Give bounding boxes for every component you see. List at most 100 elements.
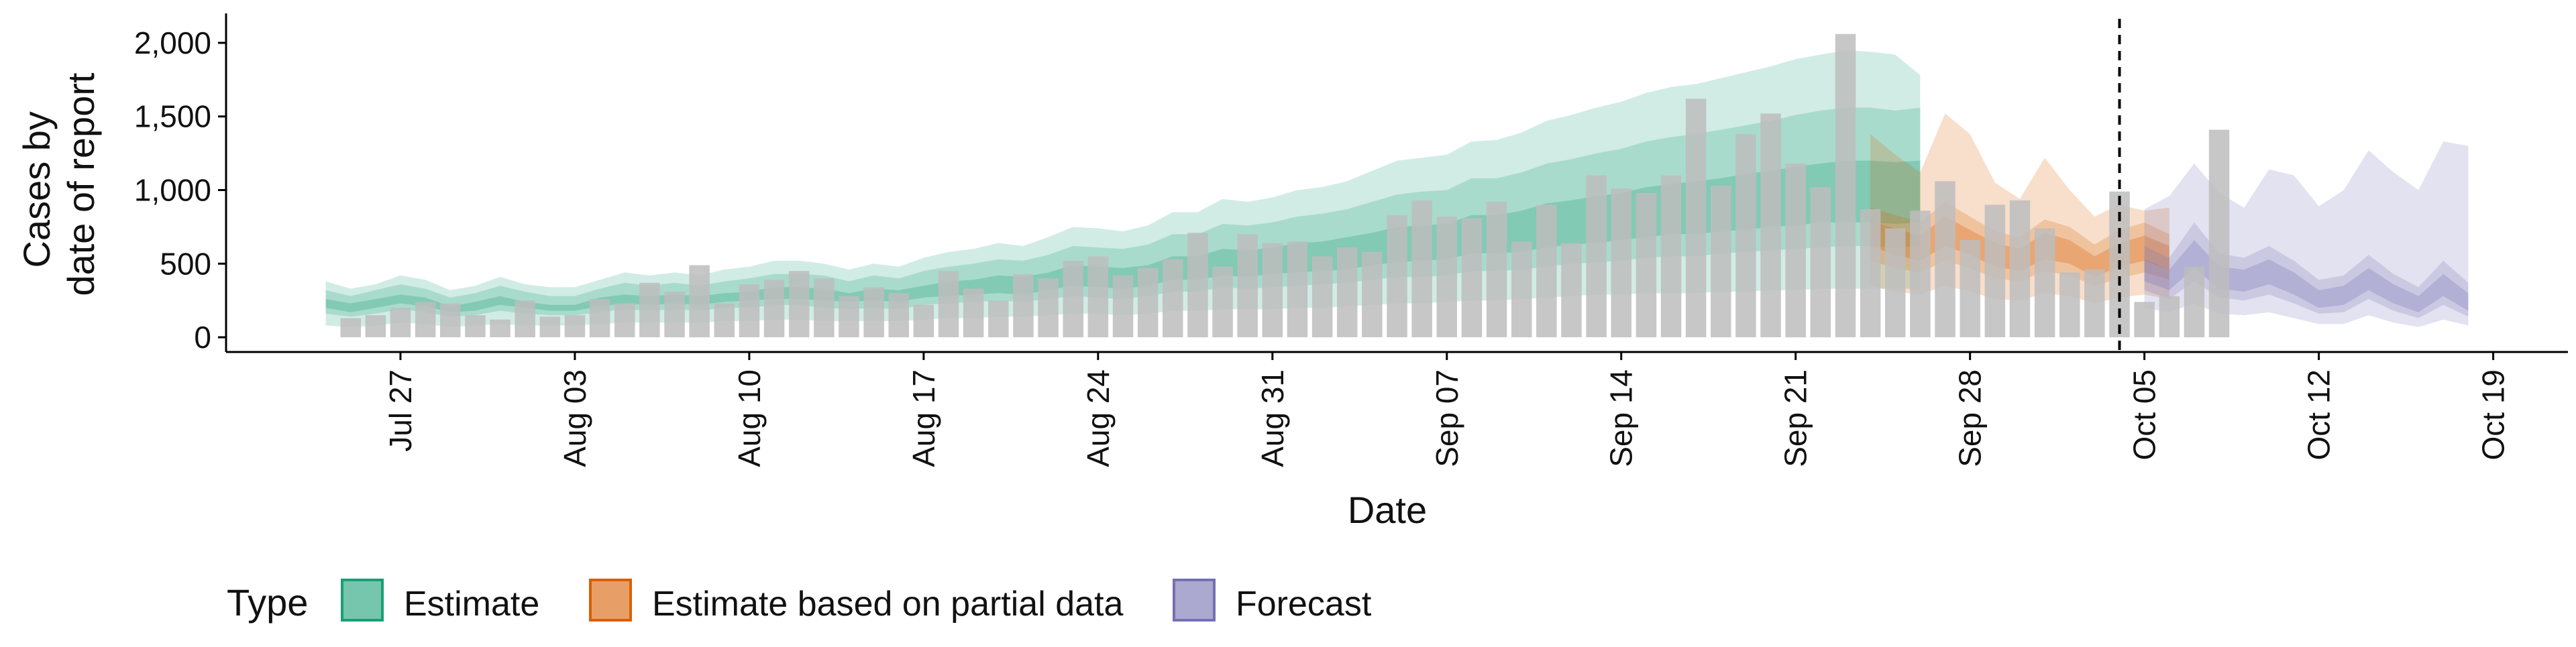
case-bar	[1984, 204, 2006, 337]
case-bar	[739, 284, 760, 337]
y-tick-label: 0	[194, 320, 211, 355]
case-bar	[789, 271, 810, 337]
x-tick-label: Sep 07	[1430, 369, 1464, 467]
case-bar	[1885, 228, 1906, 338]
y-axis-title-line-1: Cases by	[15, 111, 58, 268]
case-bar	[1660, 175, 1682, 337]
x-tick-label: Aug 10	[732, 369, 767, 467]
case-bar	[913, 304, 934, 337]
case-bar	[1212, 266, 1233, 338]
case-bar	[689, 265, 710, 338]
case-bar	[1112, 275, 1134, 337]
case-bar	[888, 293, 909, 338]
case-bar	[1287, 241, 1308, 337]
x-tick-label: Sep 28	[1953, 369, 1988, 467]
x-tick-label: Aug 31	[1255, 369, 1290, 467]
bar-layer	[340, 34, 2230, 338]
legend-swatch-forecast	[1173, 579, 1216, 622]
case-bar	[1536, 204, 1557, 337]
x-tick-label: Aug 03	[557, 369, 592, 467]
case-bar	[1311, 256, 1333, 338]
axes-layer	[225, 13, 2568, 353]
case-bar	[539, 316, 561, 337]
case-bar	[1486, 202, 1507, 337]
x-tick-label: Oct 19	[2476, 369, 2511, 461]
legend-label-estimate: Estimate	[404, 585, 539, 624]
case-bar	[1810, 187, 1831, 338]
case-bar	[1387, 215, 1407, 337]
case-bar	[1013, 274, 1034, 337]
case-bar	[1785, 164, 1806, 338]
case-bar	[664, 292, 685, 338]
case-bar	[1910, 211, 1931, 337]
y-axis-title: Cases by date of report	[15, 72, 102, 296]
case-bar	[639, 282, 660, 337]
case-bar	[1611, 188, 1631, 338]
case-bar	[1561, 243, 1582, 337]
case-bar	[1262, 243, 1283, 337]
case-bar	[614, 303, 635, 337]
x-tick-label: Sep 21	[1778, 369, 1813, 467]
case-bar	[1087, 256, 1109, 338]
case-bar	[440, 303, 461, 337]
case-bar	[340, 318, 361, 337]
case-bar	[1237, 234, 1258, 337]
case-bar	[1860, 209, 1881, 337]
case-bar	[863, 287, 884, 338]
case-bar	[1711, 185, 1731, 338]
case-bar	[2134, 302, 2155, 337]
case-bar	[1038, 278, 1059, 337]
case-bar	[963, 288, 984, 338]
case-bar	[1137, 268, 1159, 337]
case-bar	[1835, 34, 1856, 337]
case-bar	[564, 315, 586, 337]
case-bar	[1461, 218, 1483, 337]
case-bar	[515, 300, 535, 338]
case-bar	[763, 280, 785, 337]
y-tick-label: 500	[160, 246, 211, 281]
x-tick-label: Jul 27	[383, 369, 418, 452]
case-bar	[714, 303, 735, 337]
y-tick-label: 1,500	[134, 99, 211, 134]
case-bar	[1163, 259, 1183, 338]
x-tick-label: Aug 24	[1081, 369, 1116, 467]
case-bar	[988, 300, 1009, 338]
case-bar	[2208, 129, 2230, 338]
case-bar	[1511, 241, 1532, 337]
case-bar	[814, 278, 835, 337]
case-bar	[490, 319, 511, 337]
legend: Type Estimate Estimate based on partial d…	[227, 579, 1372, 624]
case-bar	[589, 299, 610, 338]
case-bar	[1337, 247, 1358, 337]
case-bar	[1063, 260, 1083, 338]
case-bar	[1935, 181, 1955, 337]
case-bar	[415, 302, 436, 337]
case-bar	[1635, 192, 1657, 338]
case-bar	[2009, 200, 2031, 337]
case-bar	[1436, 217, 1457, 337]
case-bar	[2184, 266, 2205, 338]
legend-label-estimate-based-on-partial-data: Estimate based on partial data	[652, 585, 1124, 624]
y-tick-label: 2,000	[134, 25, 211, 60]
legend-label-forecast: Forecast	[1236, 585, 1372, 624]
x-tick-label: Sep 14	[1604, 369, 1639, 467]
case-bar	[1411, 200, 1432, 337]
case-bar	[465, 315, 486, 337]
case-bar	[2059, 272, 2080, 337]
case-bar	[839, 296, 859, 338]
x-tick-label: Aug 17	[906, 369, 941, 467]
case-bar	[1960, 240, 1980, 337]
case-bar	[1187, 233, 1208, 338]
case-bar	[1760, 113, 1781, 338]
y-axis-title-line-2: date of report	[60, 72, 102, 296]
y-ticks: 0 500 1,000 1,500 2,000	[134, 25, 226, 355]
x-ticks: Jul 27 Aug 03 Aug 10 Aug 17 Aug 24 Aug 31 Sep …	[383, 352, 2511, 467]
case-bar	[1685, 99, 1707, 338]
case-bar	[1586, 175, 1607, 337]
case-bar	[365, 315, 386, 337]
legend-swatch-estimate	[341, 579, 384, 622]
y-tick-label: 1,000	[134, 172, 211, 207]
forecast-band-q20-q80	[2144, 240, 2469, 312]
